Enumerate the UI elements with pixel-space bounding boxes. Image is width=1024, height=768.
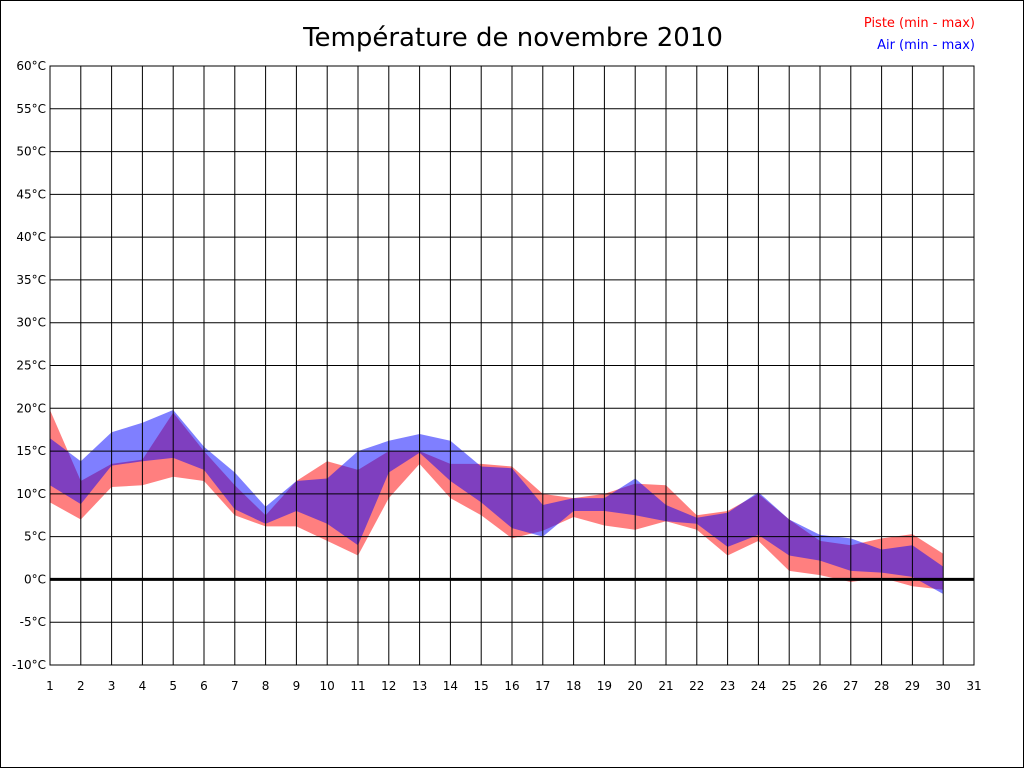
x-tick-label: 12 [381, 679, 396, 693]
y-tick-label: 50°C [16, 145, 46, 159]
x-tick-label: 20 [628, 679, 643, 693]
x-tick-label: 6 [200, 679, 208, 693]
x-tick-label: 31 [966, 679, 981, 693]
x-tick-label: 1 [46, 679, 54, 693]
x-tick-label: 24 [751, 679, 766, 693]
x-tick-label: 23 [720, 679, 735, 693]
y-tick-label: 25°C [16, 359, 46, 373]
x-tick-label: 19 [597, 679, 612, 693]
x-tick-label: 22 [689, 679, 704, 693]
x-tick-label: 8 [262, 679, 270, 693]
y-tick-label: 30°C [16, 316, 46, 330]
legend-entry-piste: Piste (min - max) [864, 16, 975, 31]
x-tick-label: 17 [535, 679, 550, 693]
x-tick-label: 3 [108, 679, 116, 693]
x-tick-label: 11 [350, 679, 365, 693]
y-tick-label: -5°C [20, 615, 46, 629]
x-tick-label: 16 [504, 679, 519, 693]
chart-title: Température de novembre 2010 [302, 23, 723, 53]
x-tick-label: 18 [566, 679, 581, 693]
band-air [50, 410, 944, 594]
x-tick-label: 2 [77, 679, 85, 693]
x-tick-label: 5 [169, 679, 177, 693]
y-tick-label: -10°C [12, 658, 46, 672]
x-tick-label: 9 [293, 679, 301, 693]
tick-labels-layer: -10°C -5°C 0°C 5°C 10°C 15°C 20°C 25°C 30°C 35°C 4… [12, 59, 982, 693]
y-tick-label: 5°C [24, 530, 46, 544]
y-tick-label: 15°C [16, 444, 46, 458]
x-tick-label: 14 [443, 679, 458, 693]
x-tick-label: 10 [320, 679, 335, 693]
axes-layer [49, 65, 975, 666]
y-tick-label: 45°C [16, 187, 46, 201]
plot-border [49, 65, 975, 666]
x-tick-label: 4 [139, 679, 147, 693]
y-tick-label: 35°C [16, 273, 46, 287]
y-tick-label: 60°C [16, 59, 46, 73]
bands-layer [50, 410, 944, 594]
y-tick-label: 0°C [24, 572, 46, 586]
x-tick-label: 30 [936, 679, 951, 693]
x-tick-label: 28 [874, 679, 889, 693]
x-tick-label: 7 [231, 679, 239, 693]
y-tick-label: 10°C [16, 487, 46, 501]
x-tick-label: 13 [412, 679, 427, 693]
x-tick-label: 26 [812, 679, 827, 693]
x-tick-label: 29 [905, 679, 920, 693]
legend-entry-air: Air (min - max) [877, 38, 975, 53]
x-tick-label: 21 [658, 679, 673, 693]
x-tick-label: 27 [843, 679, 858, 693]
y-tick-label: 40°C [16, 230, 46, 244]
x-tick-label: 25 [782, 679, 797, 693]
y-tick-label: 55°C [16, 102, 46, 116]
y-tick-label: 20°C [16, 401, 46, 415]
x-tick-label: 15 [474, 679, 489, 693]
